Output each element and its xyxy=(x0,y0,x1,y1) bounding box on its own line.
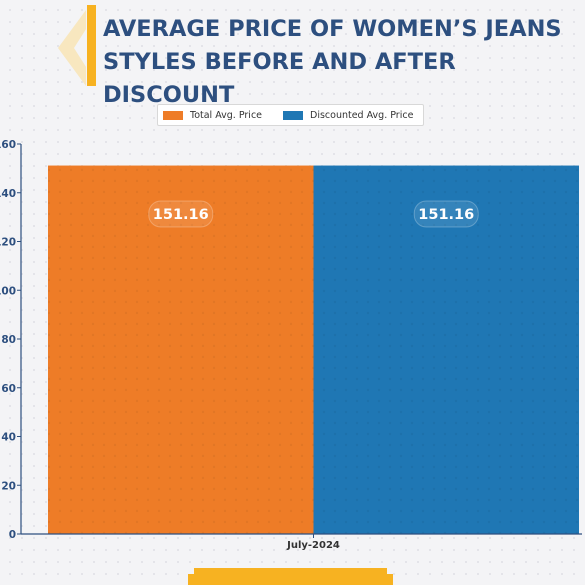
legend-item-total: Total Avg. Price xyxy=(163,105,262,125)
bar-texture xyxy=(48,165,314,535)
y-tick-label: 160 xyxy=(0,139,16,151)
y-tick-label: 80 xyxy=(1,334,16,346)
bar-texture xyxy=(313,165,579,535)
legend-item-discounted: Discounted Avg. Price xyxy=(283,105,413,125)
y-tick-label: 100 xyxy=(0,285,16,297)
data-label: 151.16 xyxy=(418,207,474,223)
y-tick-label: 0 xyxy=(9,529,16,541)
legend-label-discounted: Discounted Avg. Price xyxy=(310,109,414,121)
x-tick-label: July-2024 xyxy=(286,540,340,551)
chart-title: AVERAGE PRICE OF WOMEN’S JEANS STYLES BE… xyxy=(103,16,562,108)
data-label: 151.16 xyxy=(153,207,209,223)
title-accent-bar xyxy=(87,5,96,86)
y-tick-label: 140 xyxy=(0,188,16,200)
chevron-inner-decoration xyxy=(74,26,88,70)
legend-label-total: Total Avg. Price xyxy=(190,109,263,121)
legend: Total Avg. Price Discounted Avg. Price xyxy=(157,104,424,126)
data-label-background xyxy=(413,200,479,228)
y-tick-label: 20 xyxy=(1,480,16,492)
bottom-accent-notch-right xyxy=(387,568,393,574)
y-tick-label: 40 xyxy=(1,432,16,444)
legend-swatch-total xyxy=(163,110,183,120)
bottom-accent-notch-left xyxy=(188,568,194,574)
legend-swatch-discounted xyxy=(283,110,303,120)
y-tick-label: 120 xyxy=(0,237,16,249)
y-tick-label: 60 xyxy=(1,383,16,395)
bottom-accent-bar xyxy=(188,568,393,585)
data-label-background xyxy=(148,200,214,228)
